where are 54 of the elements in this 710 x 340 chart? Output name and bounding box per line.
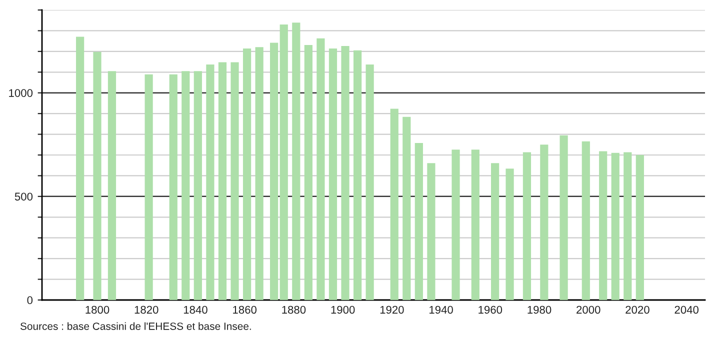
- bar: [582, 141, 590, 300]
- source-note: Sources : base Cassini de l'EHESS et base Insee.: [20, 322, 251, 330]
- bar: [366, 64, 374, 300]
- bar: [169, 74, 178, 300]
- x-tick-label: 1860: [233, 306, 257, 314]
- x-tick-label: 2040: [674, 306, 699, 314]
- x-tick-label: 1900: [331, 306, 355, 314]
- bar: [611, 152, 620, 300]
- bar: [230, 62, 239, 300]
- bar: [242, 48, 252, 300]
- x-tick-label: 1880: [282, 306, 306, 314]
- bar: [522, 152, 532, 300]
- x-tick-label: 2000: [576, 306, 600, 314]
- y-tick-label: 0: [27, 296, 33, 304]
- bar: [328, 48, 338, 300]
- bar: [341, 46, 350, 300]
- bar: [402, 116, 411, 300]
- bar: [599, 151, 608, 300]
- bar: [506, 168, 514, 300]
- y-tick-label: 500: [14, 192, 33, 201]
- bar: [182, 71, 190, 300]
- bar: [414, 142, 423, 300]
- bar: [270, 42, 278, 300]
- bar: [491, 163, 500, 300]
- bar: [280, 24, 288, 300]
- x-tick-label: 1800: [86, 306, 110, 314]
- bar: [471, 150, 480, 300]
- bar: [194, 71, 202, 300]
- x-tick-label: 1920: [380, 306, 404, 314]
- bar: [560, 135, 568, 300]
- bar: [218, 62, 227, 300]
- bar: [390, 108, 398, 300]
- bar: [255, 47, 264, 300]
- bar: [292, 22, 300, 300]
- x-tick-label: 1960: [478, 306, 502, 314]
- bar: [76, 36, 84, 300]
- bar: [427, 163, 436, 300]
- bar: [108, 71, 116, 300]
- bar: [353, 50, 362, 300]
- x-tick-label: 1940: [430, 306, 453, 314]
- bar: [636, 155, 644, 300]
- x-tick-label: 1820: [134, 306, 158, 314]
- y-tick-label: 1000: [9, 89, 33, 97]
- bar: [316, 38, 325, 300]
- x-tick-label: 1980: [528, 306, 552, 314]
- bar: [144, 74, 153, 300]
- x-tick-label: 2020: [626, 306, 650, 314]
- bar: [93, 52, 102, 300]
- x-tick-label: 1840: [184, 306, 208, 314]
- bar: [540, 144, 548, 300]
- bar: [206, 64, 214, 300]
- bar: [624, 152, 632, 300]
- bar: [452, 150, 460, 300]
- bar: [304, 45, 312, 300]
